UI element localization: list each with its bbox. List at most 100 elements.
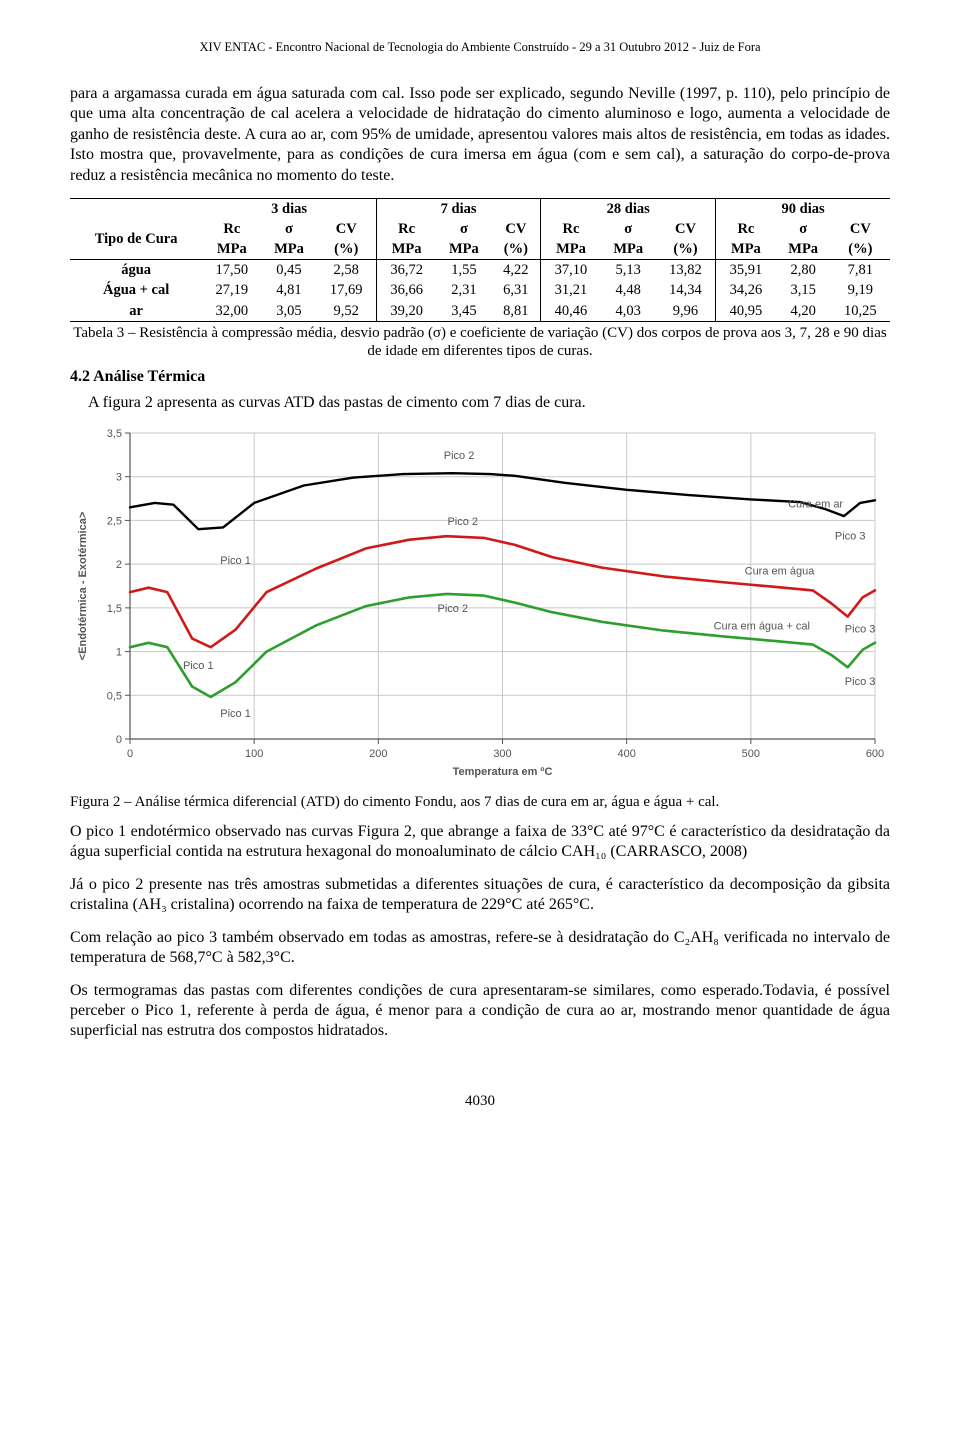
table-subheader: Rc [716, 219, 776, 239]
table-cell: 1,55 [436, 260, 491, 281]
table-cell: 40,46 [541, 301, 601, 322]
svg-text:100: 100 [245, 748, 263, 760]
table-cell: 40,95 [716, 301, 776, 322]
table-3: 3 dias7 dias28 dias90 diasTipo de CuraRc… [70, 198, 890, 322]
svg-text:Pico 2: Pico 2 [438, 603, 469, 615]
table-group-header: 90 dias [716, 198, 890, 219]
table-row-label: ar [70, 301, 202, 322]
table-subheader-unit: MPa [601, 239, 656, 260]
table-cell: 14,34 [656, 280, 716, 300]
table-subheader: CV [491, 219, 540, 239]
table-cell: 32,00 [202, 301, 261, 322]
table-cell: 7,81 [831, 260, 890, 281]
table-subheader: Rc [202, 219, 261, 239]
svg-text:Pico 1: Pico 1 [183, 660, 214, 672]
figure-2-chart: 00,511,522,533,50100200300400500600Cura … [70, 423, 890, 789]
svg-text:Cura em água + cal: Cura em água + cal [714, 621, 810, 633]
table-subheader: CV [831, 219, 890, 239]
table-subheader: σ [436, 219, 491, 239]
svg-text:0,5: 0,5 [107, 691, 122, 703]
table-cell: 5,13 [601, 260, 656, 281]
table-cell: 4,81 [261, 280, 316, 300]
svg-text:Pico 1: Pico 1 [220, 555, 251, 567]
table-subheader-unit: (%) [656, 239, 716, 260]
table-subheader-unit: MPa [541, 239, 601, 260]
table-cell: 17,69 [317, 280, 377, 300]
svg-text:Pico 2: Pico 2 [444, 450, 475, 462]
svg-text:3,5: 3,5 [107, 428, 122, 440]
table-cell: 4,03 [601, 301, 656, 322]
svg-text:Pico 1: Pico 1 [220, 708, 251, 720]
table-cell: 6,31 [491, 280, 540, 300]
table-cell: 36,66 [376, 280, 436, 300]
svg-text:1,5: 1,5 [107, 603, 122, 615]
table-subheader-unit: MPa [261, 239, 316, 260]
svg-text:Cura em ar: Cura em ar [788, 499, 843, 511]
table-row-label: água [70, 260, 202, 281]
table-subheader-unit: MPa [436, 239, 491, 260]
table-subheader: σ [261, 219, 316, 239]
table-cell: 4,20 [776, 301, 831, 322]
table-group-header: 7 dias [376, 198, 540, 219]
table-subheader: Rc [541, 219, 601, 239]
paragraph-3: Já o pico 2 presente nas três amostras s… [70, 875, 890, 916]
figure-2-caption: Figura 2 – Análise térmica diferencial (… [70, 793, 890, 812]
table-cell: 3,05 [261, 301, 316, 322]
table-row-label-header: Tipo de Cura [70, 219, 202, 260]
table-cell: 4,48 [601, 280, 656, 300]
svg-text:Temperatura em ºC: Temperatura em ºC [453, 766, 553, 778]
table-cell: 34,26 [716, 280, 776, 300]
svg-text:2,5: 2,5 [107, 516, 122, 528]
table-subheader-unit: (%) [317, 239, 377, 260]
table-cell: 3,45 [436, 301, 491, 322]
svg-text:2: 2 [116, 559, 122, 571]
table-cell: 13,82 [656, 260, 716, 281]
table-cell: 37,10 [541, 260, 601, 281]
table-cell: 0,45 [261, 260, 316, 281]
svg-text:Cura em água: Cura em água [745, 566, 816, 578]
section-heading-4-2: 4.2 Análise Térmica [70, 367, 890, 387]
table-subheader-unit: MPa [376, 239, 436, 260]
table-cell: 39,20 [376, 301, 436, 322]
table-3-caption: Tabela 3 – Resistência à compressão médi… [70, 324, 890, 362]
table-subheader: σ [776, 219, 831, 239]
table-cell: 27,19 [202, 280, 261, 300]
table-subheader-unit: MPa [716, 239, 776, 260]
table-subheader-unit: (%) [491, 239, 540, 260]
table-cell: 9,19 [831, 280, 890, 300]
svg-text:3: 3 [116, 472, 122, 484]
table-cell: 4,22 [491, 260, 540, 281]
table-subheader: CV [656, 219, 716, 239]
svg-text:200: 200 [369, 748, 387, 760]
svg-text:1: 1 [116, 647, 122, 659]
paragraph-4: Com relação ao pico 3 também observado e… [70, 928, 890, 969]
svg-text:Pico 3: Pico 3 [835, 531, 866, 543]
table-cell: 3,15 [776, 280, 831, 300]
table-group-header: 28 dias [541, 198, 716, 219]
table-cell: 2,31 [436, 280, 491, 300]
svg-text:0: 0 [116, 734, 122, 746]
page-number: 4030 [70, 1092, 890, 1111]
table-subheader-unit: MPa [776, 239, 831, 260]
conference-header: XIV ENTAC - Encontro Nacional de Tecnolo… [70, 40, 890, 56]
table-subheader-unit: MPa [202, 239, 261, 260]
svg-text:Pico 3: Pico 3 [845, 676, 876, 688]
table-cell: 9,52 [317, 301, 377, 322]
table-cell: 36,72 [376, 260, 436, 281]
table-cell: 9,96 [656, 301, 716, 322]
table-cell: 2,58 [317, 260, 377, 281]
table-row-label: Água + cal [70, 280, 202, 300]
figure-2-intro: A figura 2 apresenta as curvas ATD das p… [88, 393, 890, 413]
svg-text:600: 600 [866, 748, 884, 760]
paragraph-2: O pico 1 endotérmico observado nas curva… [70, 822, 890, 863]
table-subheader: CV [317, 219, 377, 239]
table-cell: 35,91 [716, 260, 776, 281]
table-subheader-unit: (%) [831, 239, 890, 260]
svg-text:0: 0 [127, 748, 133, 760]
svg-text:300: 300 [493, 748, 511, 760]
svg-text:Pico 2: Pico 2 [447, 516, 478, 528]
table-cell: 2,80 [776, 260, 831, 281]
svg-text:Pico 3: Pico 3 [845, 624, 876, 636]
table-cell: 8,81 [491, 301, 540, 322]
paragraph-1: para a argamassa curada em água saturada… [70, 84, 890, 186]
